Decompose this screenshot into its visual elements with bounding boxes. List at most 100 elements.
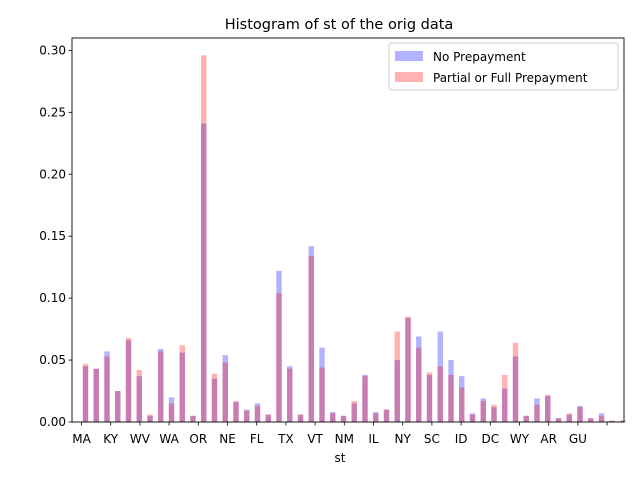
x-tick-label: ID (455, 432, 468, 446)
bar-no-prepayment-30 (405, 317, 411, 422)
bar-prepayment-42 (534, 404, 540, 422)
bar-no-prepayment-17 (265, 414, 271, 422)
bar-prepayment-21 (308, 256, 314, 422)
bar-prepayment-31 (416, 347, 422, 422)
legend: No Prepayment Partial or Full Prepayment (388, 42, 619, 91)
bar-prepayment-25 (351, 400, 357, 422)
bar-prepayment-33 (437, 366, 443, 422)
bar-no-prepayment-45 (566, 414, 572, 422)
x-axis-label: st (335, 451, 346, 465)
bar-no-prepayment-33 (437, 331, 443, 422)
x-tick-label: NM (335, 432, 354, 446)
bar-prepayment-44 (555, 418, 562, 422)
legend-label-prepayment: Partial or Full Prepayment (433, 71, 588, 85)
bar-prepayment-19 (287, 368, 293, 422)
x-tick-label: OR (189, 432, 207, 446)
bar-prepayment-12 (211, 373, 218, 422)
bar-no-prepayment-50 (620, 420, 626, 422)
x-tick-label: AR (540, 432, 557, 446)
bar-no-prepayment-8 (168, 397, 175, 422)
x-tick-label: KY (103, 432, 118, 446)
bar-no-prepayment-29 (394, 360, 400, 422)
bar-no-prepayment-20 (297, 414, 304, 422)
bar-no-prepayment-22 (319, 347, 325, 422)
bar-prepayment-46 (577, 407, 583, 422)
y-tick-label: 0.05 (39, 353, 66, 367)
bar-no-prepayment-0 (82, 366, 89, 422)
bar-prepayment-27 (373, 413, 379, 422)
bar-prepayment-9 (179, 345, 185, 422)
bar-no-prepayment-2 (104, 351, 110, 422)
bar-prepayment-47 (588, 418, 594, 422)
x-tick-label: NY (395, 432, 412, 446)
legend-swatch-prepayment (395, 72, 423, 82)
bar-prepayment-37 (480, 400, 486, 422)
bar-no-prepayment-32 (426, 374, 433, 422)
y-tick-label: 0.15 (39, 229, 66, 243)
x-tick-label: SC (424, 432, 440, 446)
y-tick-label: 0.20 (39, 167, 66, 181)
bar-prepayment-2 (104, 356, 110, 422)
plot-frame (71, 37, 625, 423)
bar-no-prepayment-21 (308, 246, 314, 422)
bar-prepayment-20 (297, 414, 304, 422)
bar-prepayment-40 (512, 342, 519, 422)
bar-prepayment-22 (319, 367, 325, 422)
legend-swatch-no-prepayment (395, 51, 423, 61)
legend-label-no-prepayment: No Prepayment (433, 50, 526, 64)
bar-no-prepayment-38 (491, 407, 497, 422)
bar-prepayment-28 (383, 409, 390, 422)
bar-no-prepayment-11 (201, 123, 207, 422)
bar-no-prepayment-9 (179, 352, 185, 422)
bar-no-prepayment-14 (233, 402, 239, 422)
bar-no-prepayment-18 (276, 270, 282, 422)
bar-no-prepayment-7 (158, 348, 164, 422)
bars-layer (82, 55, 626, 423)
bar-prepayment-24 (340, 415, 347, 422)
x-tick-label: VT (307, 432, 323, 446)
bar-prepayment-16 (254, 405, 261, 422)
y-tick-label: 0.10 (39, 291, 66, 305)
bar-no-prepayment-16 (254, 403, 261, 422)
bar-prepayment-11 (201, 55, 207, 423)
x-tick-label: WA (159, 432, 179, 446)
x-tick-label: FL (250, 432, 264, 446)
bar-no-prepayment-28 (383, 409, 390, 422)
bar-no-prepayment-5 (136, 376, 142, 422)
bar-prepayment-8 (168, 403, 175, 422)
bar-no-prepayment-43 (545, 395, 551, 422)
bar-prepayment-1 (93, 368, 99, 422)
bar-no-prepayment-13 (222, 355, 228, 422)
chart-title: Histogram of st of the orig data (225, 17, 454, 33)
bar-prepayment-29 (394, 331, 400, 422)
y-axis: 0.00 0.05 0.10 0.15 0.20 0.25 0.30 (39, 43, 72, 429)
x-tick-label: GU (569, 432, 587, 446)
bar-prepayment-38 (491, 404, 497, 422)
bar-prepayment-23 (330, 413, 336, 422)
bar-prepayment-10 (190, 415, 196, 422)
bar-no-prepayment-40 (512, 356, 519, 422)
bar-prepayment-13 (222, 362, 228, 422)
bar-prepayment-49 (609, 420, 615, 422)
bar-no-prepayment-27 (373, 412, 379, 422)
bar-no-prepayment-44 (555, 418, 562, 422)
bar-prepayment-32 (426, 372, 433, 422)
bar-no-prepayment-49 (609, 420, 615, 422)
legend-frame (388, 42, 619, 91)
bar-prepayment-6 (147, 414, 153, 422)
bar-no-prepayment-15 (244, 409, 250, 422)
bar-no-prepayment-34 (448, 360, 454, 422)
x-axis: MA KY WV WA OR NE FL TX VT NM IL NY SC ID DC WY AR GU (72, 422, 608, 446)
y-tick-label: 0.25 (39, 105, 66, 119)
bar-no-prepayment-4 (125, 340, 132, 422)
bar-no-prepayment-37 (480, 398, 486, 422)
bar-no-prepayment-26 (362, 374, 368, 422)
bar-prepayment-36 (469, 414, 476, 422)
x-tick-label: WY (510, 432, 530, 446)
bar-no-prepayment-23 (330, 412, 336, 422)
x-tick-label: MA (72, 432, 91, 446)
bar-no-prepayment-25 (351, 403, 357, 422)
bar-prepayment-7 (158, 351, 164, 422)
bar-no-prepayment-1 (93, 368, 99, 422)
